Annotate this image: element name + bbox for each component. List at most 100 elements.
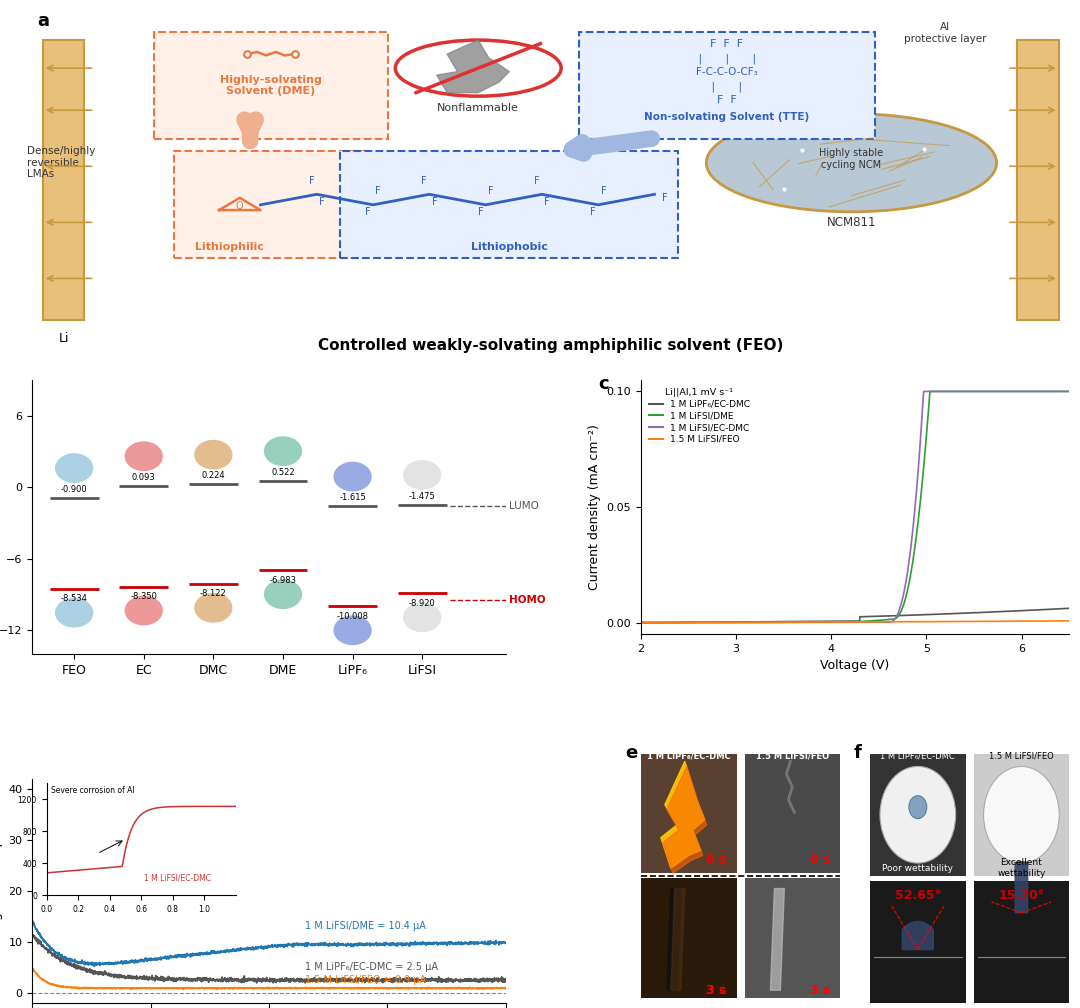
- Ellipse shape: [55, 598, 93, 628]
- Text: Nonflammable: Nonflammable: [437, 103, 519, 113]
- Y-axis label: Leakage current (μA): Leakage current (μA): [0, 825, 3, 957]
- Text: -0.900: -0.900: [60, 485, 87, 494]
- Text: 0.522: 0.522: [271, 468, 295, 477]
- FancyBboxPatch shape: [870, 754, 966, 876]
- Ellipse shape: [55, 454, 93, 483]
- Ellipse shape: [334, 616, 372, 645]
- FancyBboxPatch shape: [175, 151, 367, 258]
- Ellipse shape: [124, 442, 163, 471]
- Text: 0 s: 0 s: [706, 853, 727, 866]
- Text: |   |   |: | | |: [697, 53, 757, 64]
- Text: Al
protective layer: Al protective layer: [904, 22, 986, 44]
- Text: 1.5 M LiFSI/FEO: 1.5 M LiFSI/FEO: [756, 751, 828, 760]
- Ellipse shape: [334, 462, 372, 492]
- Text: F: F: [320, 197, 325, 207]
- Text: e: e: [625, 744, 637, 762]
- Polygon shape: [663, 766, 706, 873]
- Text: F: F: [309, 175, 314, 185]
- FancyBboxPatch shape: [870, 881, 966, 1003]
- Polygon shape: [436, 40, 510, 93]
- Text: F: F: [365, 208, 370, 218]
- Text: -6.983: -6.983: [270, 576, 297, 585]
- Text: 1 M LiPF₆/EC-DMC = 2.5 μA: 1 M LiPF₆/EC-DMC = 2.5 μA: [305, 962, 437, 972]
- Text: 15.70°: 15.70°: [998, 888, 1044, 901]
- Text: F: F: [421, 175, 427, 185]
- Polygon shape: [1015, 862, 1028, 912]
- Text: f: f: [854, 744, 862, 762]
- Text: 52.65°: 52.65°: [895, 888, 941, 901]
- Polygon shape: [671, 888, 685, 990]
- Text: LUMO: LUMO: [509, 501, 539, 511]
- Circle shape: [706, 114, 997, 212]
- Polygon shape: [661, 761, 704, 868]
- FancyBboxPatch shape: [579, 32, 875, 139]
- Ellipse shape: [403, 603, 442, 632]
- FancyBboxPatch shape: [973, 881, 1069, 1003]
- Text: 3 s: 3 s: [706, 984, 727, 997]
- Text: F: F: [534, 175, 540, 185]
- Text: F-C-C-O-CF₃: F-C-C-O-CF₃: [697, 68, 758, 78]
- Text: F: F: [600, 186, 606, 197]
- Text: F: F: [477, 208, 483, 218]
- Text: Dense/highly
reversible
LMAs: Dense/highly reversible LMAs: [27, 146, 96, 179]
- X-axis label: Voltage (V): Voltage (V): [821, 659, 890, 672]
- Text: Lithiophilic: Lithiophilic: [195, 242, 264, 252]
- Text: 0 s: 0 s: [810, 853, 831, 866]
- Ellipse shape: [194, 593, 232, 623]
- FancyBboxPatch shape: [1017, 40, 1058, 321]
- Ellipse shape: [194, 439, 232, 470]
- Text: -8.350: -8.350: [131, 592, 158, 601]
- Text: a: a: [38, 12, 50, 30]
- Text: NCM811: NCM811: [826, 216, 876, 229]
- Ellipse shape: [264, 580, 302, 609]
- Text: |   |: | |: [711, 82, 744, 92]
- Text: 3 s: 3 s: [810, 984, 831, 997]
- Text: 1.5 M LiFSI/FEO: 1.5 M LiFSI/FEO: [989, 751, 1054, 760]
- Polygon shape: [770, 888, 784, 990]
- Circle shape: [909, 795, 927, 818]
- FancyBboxPatch shape: [973, 754, 1069, 876]
- Text: -1.615: -1.615: [339, 493, 366, 502]
- Text: Excellent
wettability: Excellent wettability: [997, 859, 1045, 878]
- Text: F: F: [488, 186, 494, 197]
- Polygon shape: [902, 921, 933, 950]
- Text: F  F  F: F F F: [711, 39, 744, 49]
- Ellipse shape: [403, 460, 442, 490]
- Text: Highly-solvating
Solvent (DME): Highly-solvating Solvent (DME): [220, 75, 322, 97]
- Text: -8.920: -8.920: [409, 599, 435, 608]
- FancyBboxPatch shape: [640, 878, 737, 998]
- FancyBboxPatch shape: [640, 754, 737, 873]
- FancyBboxPatch shape: [744, 754, 840, 873]
- Text: 0.093: 0.093: [132, 473, 156, 482]
- Ellipse shape: [264, 436, 302, 466]
- Ellipse shape: [124, 596, 163, 625]
- Text: F: F: [376, 186, 381, 197]
- Text: O: O: [235, 201, 244, 211]
- Text: Poor wettability: Poor wettability: [882, 864, 954, 873]
- Text: F  F: F F: [717, 95, 737, 105]
- Text: -8.534: -8.534: [60, 595, 87, 603]
- Text: -8.122: -8.122: [200, 590, 227, 599]
- Text: HOMO: HOMO: [509, 595, 545, 605]
- Text: F: F: [590, 208, 596, 218]
- Text: F: F: [662, 194, 667, 204]
- FancyBboxPatch shape: [340, 151, 678, 258]
- Circle shape: [984, 766, 1059, 863]
- Circle shape: [880, 766, 956, 863]
- Y-axis label: Current density (mA cm⁻²): Current density (mA cm⁻²): [588, 424, 602, 590]
- Legend: 1 M LiPF₆/EC-DMC, 1 M LiFSI/DME, 1 M LiFSI/EC-DMC, 1.5 M LiFSI/FEO: 1 M LiPF₆/EC-DMC, 1 M LiFSI/DME, 1 M LiF…: [646, 384, 754, 448]
- Text: Non-solvating Solvent (TTE): Non-solvating Solvent (TTE): [645, 112, 810, 122]
- Text: Controlled weakly-solvating amphiphilic solvent (FEO): Controlled weakly-solvating amphiphilic …: [319, 338, 783, 353]
- Text: Li: Li: [58, 332, 69, 345]
- Text: 0.224: 0.224: [202, 472, 226, 480]
- FancyBboxPatch shape: [153, 32, 388, 139]
- Text: Highly stable
cycling NCM: Highly stable cycling NCM: [820, 148, 883, 170]
- Text: -10.008: -10.008: [337, 612, 368, 621]
- Text: c: c: [598, 375, 609, 393]
- Text: Lithiophobic: Lithiophobic: [471, 242, 548, 252]
- FancyBboxPatch shape: [744, 878, 840, 998]
- Text: F: F: [432, 197, 437, 207]
- Text: -1.475: -1.475: [409, 492, 435, 501]
- Text: 1 M LiPF₆/EC-DMC: 1 M LiPF₆/EC-DMC: [880, 751, 955, 760]
- Text: F: F: [544, 197, 550, 207]
